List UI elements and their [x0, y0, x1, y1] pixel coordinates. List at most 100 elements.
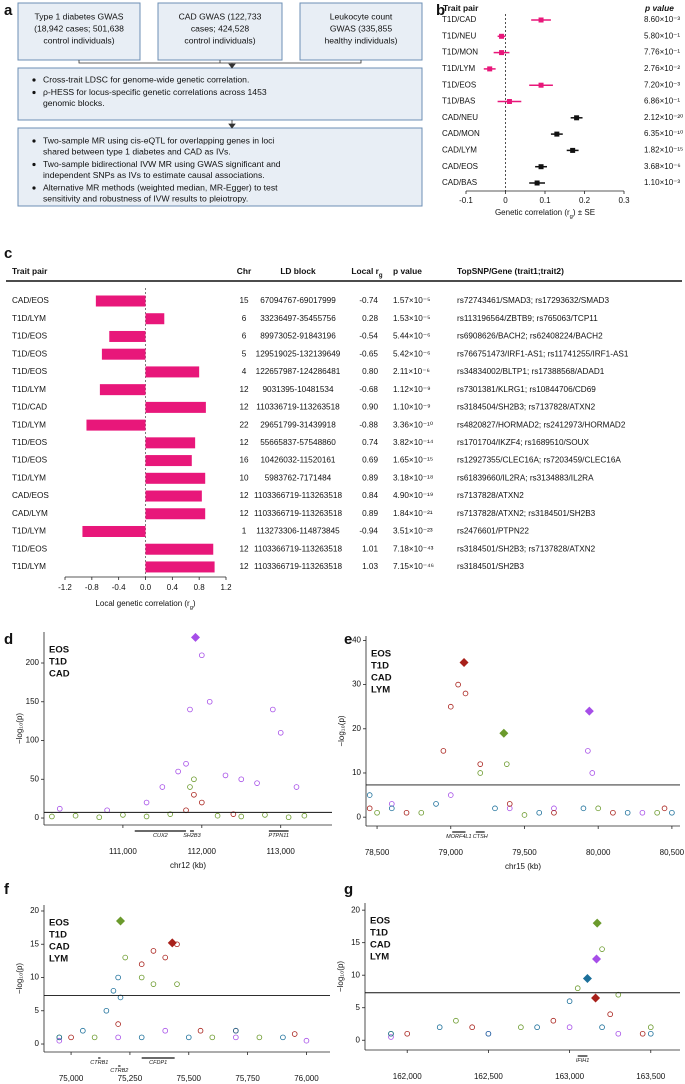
snp-point [647, 1030, 654, 1037]
bullet [32, 186, 36, 190]
p-value-label: 7.20×10⁻³ [644, 80, 680, 89]
snp-point [418, 809, 425, 816]
step-text: shared between type 1 diabetes and CAD a… [43, 146, 231, 156]
bar [145, 313, 165, 325]
snp-point [477, 761, 484, 767]
step-text: ρ-HESS for locus-specific genetic correl… [43, 87, 267, 97]
snp-point [453, 1017, 459, 1024]
x-tick-label: 76,000 [294, 1074, 319, 1083]
snp-point [293, 784, 300, 790]
snp-point [183, 760, 189, 767]
y-tick-label: 5 [35, 1006, 40, 1015]
row-local-rg: 1.01 [362, 544, 378, 553]
y-tick-label: 20 [352, 724, 361, 733]
snp-point [115, 1034, 121, 1041]
panel-label: a [4, 2, 13, 19]
estimate-point [487, 66, 493, 72]
bar [145, 401, 206, 413]
lead-snp [459, 658, 469, 668]
row-p-value: 4.90×10⁻¹⁹ [393, 491, 433, 500]
x-tick-label: 75,750 [235, 1074, 260, 1083]
row-p-value: 1.53×10⁻⁵ [393, 314, 431, 323]
snp-point [230, 811, 237, 817]
row-trait: T1D/LYM [12, 562, 46, 571]
gene-label: CFDP1 [149, 1060, 167, 1066]
arrow-head [228, 63, 236, 69]
y-axis-label: −log₁₀(p) [336, 961, 345, 992]
legend-entry: EOS [49, 645, 69, 656]
legend-entry: T1D [49, 657, 67, 668]
source-text: control individuals) [43, 35, 114, 45]
snp-point [96, 814, 103, 821]
source-text: Type 1 diabetes GWAS [34, 11, 123, 21]
row-chr: 10 [239, 473, 249, 482]
row-trait: T1D/LYM [12, 420, 46, 429]
snp-point [285, 814, 292, 821]
snp-point [639, 809, 646, 816]
x-tick-label: 0 [503, 196, 508, 205]
snp-point [56, 1037, 63, 1044]
snp-point [595, 805, 601, 812]
x-axis-label: Genetic correlation (rg) ± SE [495, 208, 595, 219]
x-axis-label-part: g [570, 214, 573, 220]
lead-snp [592, 954, 602, 964]
step-text: Two-sample MR using cis-eQTL for overlap… [43, 135, 274, 145]
row-top-snp: rs12927355/CLEC16A; rs7203459/CLEC16A [457, 456, 621, 465]
y-tick-label: 5 [356, 1003, 361, 1012]
y-tick-label: 20 [351, 905, 360, 914]
row-ld-block: 113273306-114873845 [256, 527, 340, 536]
legend-entry: CAD [49, 669, 70, 680]
snp-point [238, 776, 245, 783]
snp-point [115, 974, 121, 981]
bullet [32, 162, 36, 167]
row-chr: 6 [242, 314, 247, 323]
snp-point [143, 799, 150, 806]
snp-point [150, 948, 157, 954]
snp-point [122, 954, 129, 961]
y-axis-label: −log₁₀(p) [15, 963, 24, 994]
snp-point [191, 791, 197, 798]
bar [145, 543, 214, 555]
snp-point [462, 690, 469, 697]
snp-point [574, 985, 581, 992]
row-top-snp: rs3184501/SH2B3 [457, 562, 524, 571]
x-tick-label: 79,000 [439, 848, 464, 857]
panel-label: d [4, 631, 13, 648]
snp-point [374, 809, 380, 816]
row-p-value: 1.57×10⁻⁵ [393, 296, 431, 305]
snp-point [447, 792, 454, 798]
snp-point [254, 780, 260, 786]
legend-entry: CAD [370, 940, 391, 951]
legend-entry: LYM [371, 685, 390, 696]
snp-point [607, 1011, 613, 1018]
gene-label: IFIH1 [576, 1058, 589, 1064]
snp-point [91, 1034, 98, 1041]
category-label: CAD/EOS [442, 162, 478, 171]
snp-point [610, 809, 616, 816]
bar [82, 525, 146, 537]
row-ld-block: 110336719-113263518 [256, 403, 340, 412]
p-value-label: 3.68×10⁻⁶ [644, 162, 681, 171]
category-label: T1D/MON [442, 48, 478, 57]
legend-entry: CAD [49, 942, 70, 953]
gene-label: PTPN11 [269, 833, 289, 839]
row-chr: 16 [239, 456, 249, 465]
snp-point [534, 1024, 540, 1031]
snp-point [110, 988, 117, 994]
snp-point [455, 681, 461, 688]
snp-point [566, 998, 573, 1005]
estimate-point [499, 33, 505, 39]
snp-point [536, 809, 543, 816]
x-tick-label: 112,000 [188, 847, 217, 856]
row-p-value: 3.36×10⁻¹⁰ [393, 420, 433, 429]
row-chr: 15 [239, 296, 249, 305]
gene-label: CUX2 [153, 833, 168, 839]
category-label: T1D/LYM [442, 64, 476, 73]
row-trait: T1D/EOS [12, 349, 48, 358]
column-header-part: Local r [351, 266, 379, 276]
x-tick-label: 0.8 [194, 583, 206, 592]
legend-entry: EOS [371, 649, 391, 660]
row-chr: 12 [239, 438, 249, 447]
x-tick-label: -1.2 [58, 583, 72, 592]
snp-point [433, 801, 439, 807]
